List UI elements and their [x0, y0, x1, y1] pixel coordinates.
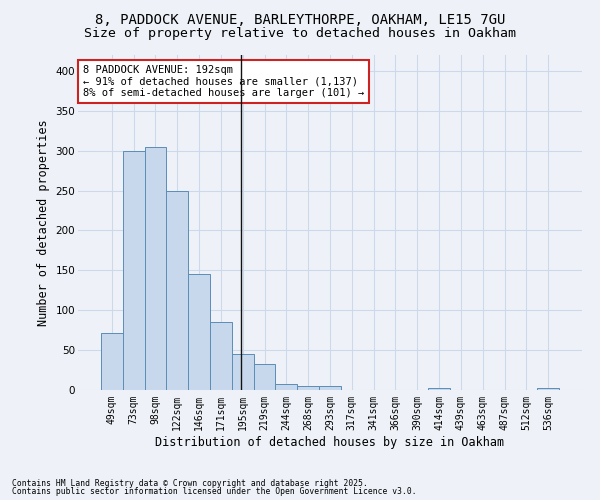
Bar: [254, 364, 275, 390]
Bar: [166, 190, 188, 390]
Bar: [319, 386, 341, 390]
Bar: [123, 150, 145, 390]
Bar: [101, 332, 123, 390]
Text: 8 PADDOCK AVENUE: 192sqm
← 91% of detached houses are smaller (1,137)
8% of semi: 8 PADDOCK AVENUE: 192sqm ← 91% of detach…: [83, 65, 364, 98]
X-axis label: Distribution of detached houses by size in Oakham: Distribution of detached houses by size …: [155, 436, 505, 448]
Bar: [428, 388, 450, 390]
Bar: [232, 354, 254, 390]
Text: Contains HM Land Registry data © Crown copyright and database right 2025.: Contains HM Land Registry data © Crown c…: [12, 478, 368, 488]
Bar: [210, 322, 232, 390]
Text: 8, PADDOCK AVENUE, BARLEYTHORPE, OAKHAM, LE15 7GU: 8, PADDOCK AVENUE, BARLEYTHORPE, OAKHAM,…: [95, 12, 505, 26]
Y-axis label: Number of detached properties: Number of detached properties: [37, 119, 50, 326]
Bar: [537, 388, 559, 390]
Bar: [145, 146, 166, 390]
Bar: [188, 274, 210, 390]
Text: Contains public sector information licensed under the Open Government Licence v3: Contains public sector information licen…: [12, 487, 416, 496]
Text: Size of property relative to detached houses in Oakham: Size of property relative to detached ho…: [84, 28, 516, 40]
Bar: [297, 386, 319, 390]
Bar: [275, 384, 297, 390]
